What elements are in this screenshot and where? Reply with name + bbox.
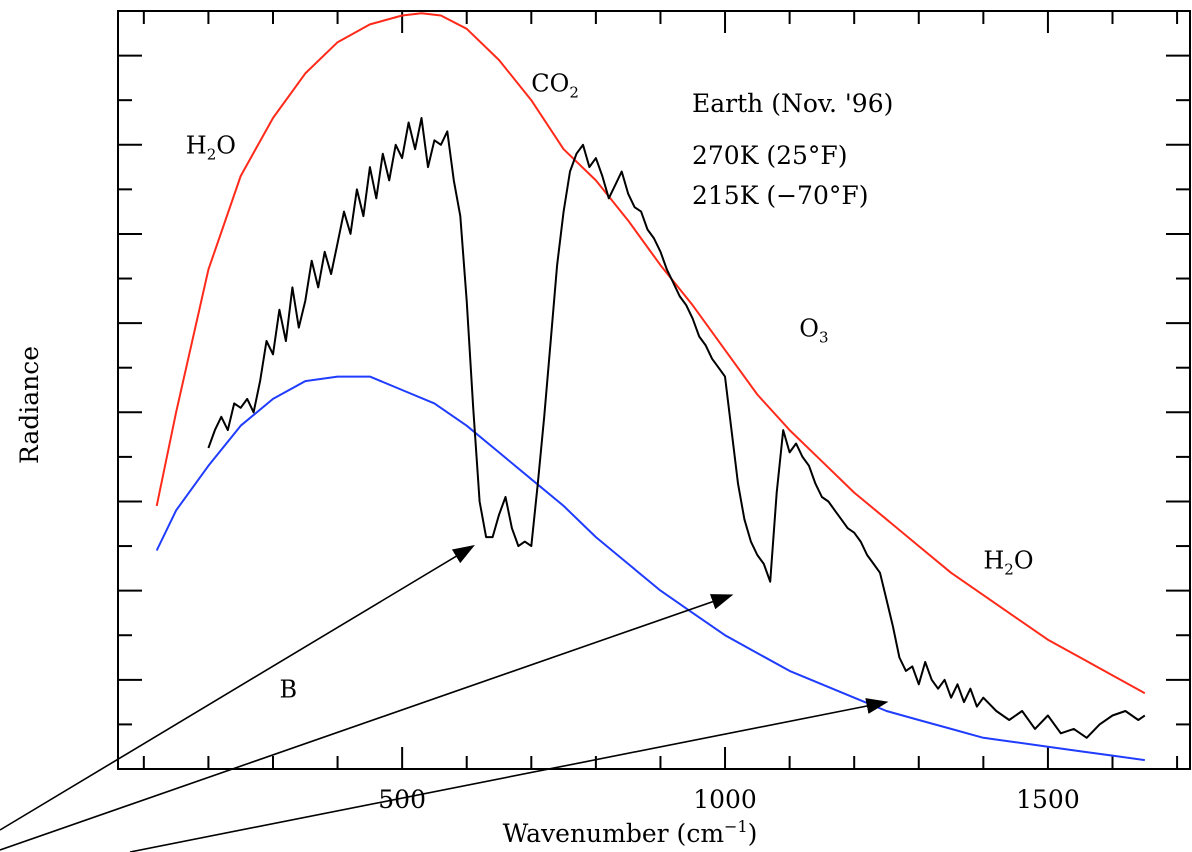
x-tick-label: 1500 [1016, 785, 1080, 814]
axis-ticks [118, 11, 1190, 769]
series-line-1 [155, 375, 1145, 762]
x-tick-label: 1000 [693, 785, 757, 814]
plot-frame [117, 10, 1191, 770]
x-tick-label: 500 [378, 785, 426, 814]
x-axis-label: Wavenumber (cm−1) [503, 817, 758, 848]
legend: Earth (Nov. '96) 270K (25°F) 215K (−70°F… [692, 89, 893, 210]
pointer-arrow [0, 594, 734, 851]
pointer-arrow [129, 698, 889, 852]
legend-title: Earth (Nov. '96) [692, 89, 893, 118]
legend-entry-215k: 215K (−70°F) [692, 181, 868, 210]
x-tick-labels: 500 1000 1500 [378, 785, 1079, 814]
series-layer [155, 12, 1146, 762]
x-axis-label-sup: −1 [724, 817, 748, 836]
annotation-label: O3 [799, 314, 828, 346]
annotation-label: H2O [186, 132, 236, 164]
annotation-label: CO2 [531, 69, 579, 101]
series-line-2 [207, 117, 1146, 739]
x-axis-label-end: ) [748, 819, 758, 848]
annotation-layer: H2O CO2 O3 H2O B [186, 69, 1034, 703]
annotation-label: H2O [983, 546, 1033, 578]
y-axis-label: Radiance [15, 346, 44, 464]
x-axis-label-main: Wavenumber (cm [503, 819, 725, 848]
legend-entry-270k: 270K (25°F) [692, 141, 848, 170]
series-line-0 [155, 12, 1146, 695]
arrow-layer [0, 545, 889, 852]
annotation-label: B [279, 676, 297, 704]
pointer-arrow [0, 545, 475, 831]
